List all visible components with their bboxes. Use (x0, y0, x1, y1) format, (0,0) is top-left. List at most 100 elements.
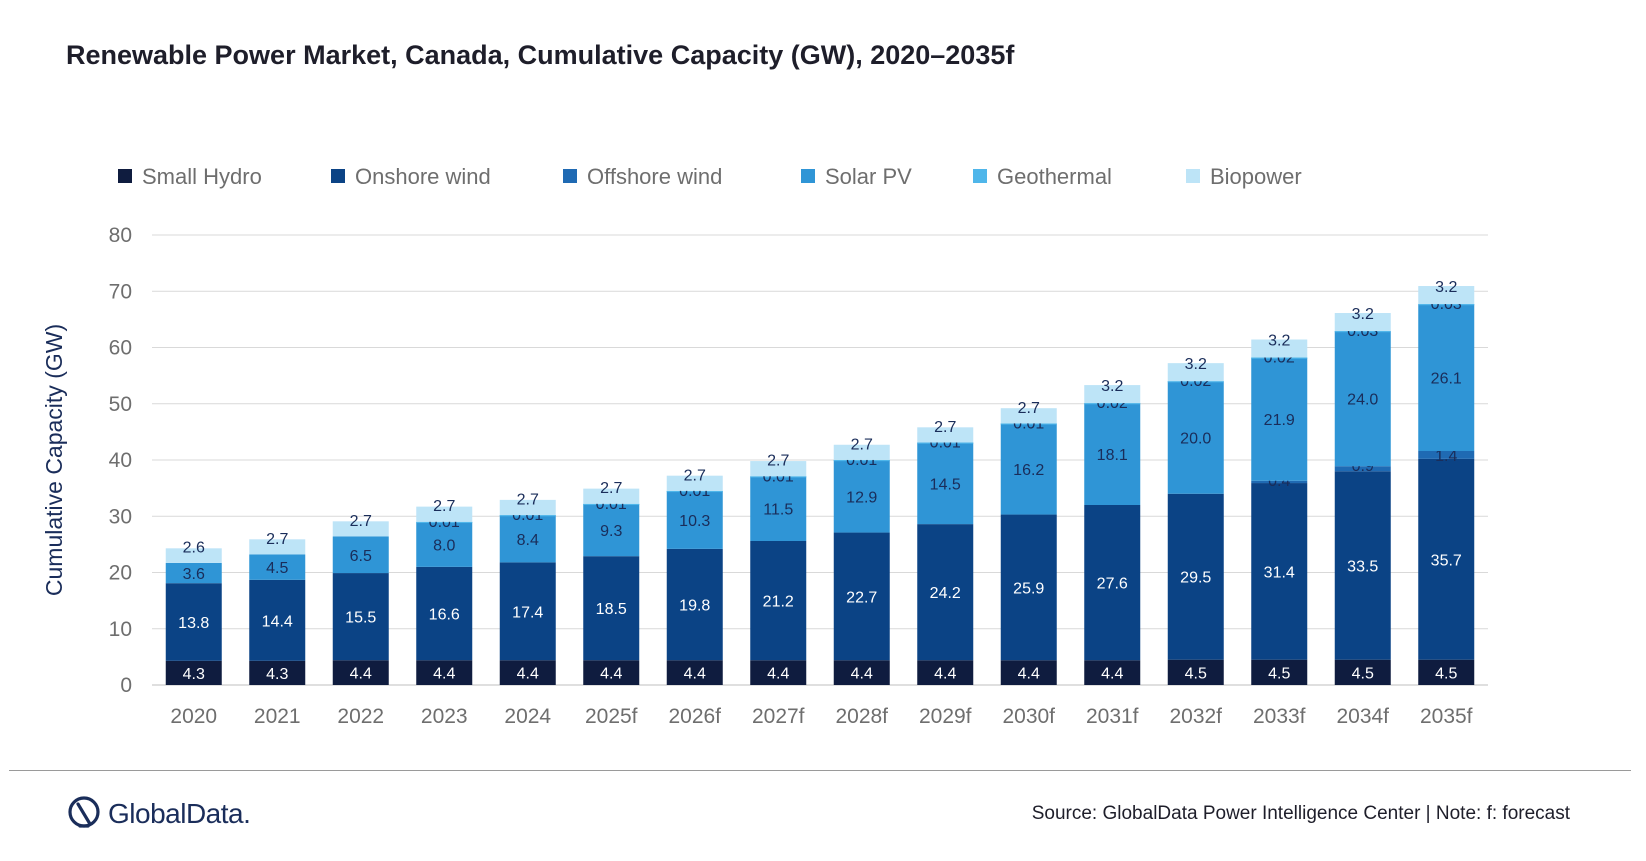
bar-solar-pv (1334, 331, 1391, 467)
bar-onshore-wind (833, 532, 890, 661)
data-label: 14.5 (930, 476, 961, 493)
data-label: 2.7 (1018, 400, 1040, 417)
bar-small-hydro (249, 660, 306, 685)
data-label: 3.2 (1352, 306, 1374, 323)
y-tick-label: 70 (109, 280, 132, 303)
data-label: 2.7 (433, 498, 455, 515)
bar-small-hydro (416, 660, 473, 685)
y-tick-label: 80 (109, 224, 132, 247)
logo-text: GlobalData. (108, 798, 251, 829)
data-label: 35.7 (1431, 552, 1462, 569)
y-axis-label: Cumulative Capacity (GW) (41, 324, 67, 596)
bar-onshore-wind (499, 562, 556, 661)
bar-biopower (1418, 286, 1475, 305)
legend-label: Biopower (1210, 164, 1302, 189)
data-label: 3.2 (1268, 333, 1290, 350)
bar-solar-pv (750, 476, 807, 541)
source-note: Source: GlobalData Power Intelligence Ce… (1031, 803, 1570, 824)
bar-solar-pv (833, 460, 890, 533)
x-tick-label: 2024 (504, 705, 551, 728)
bar-solar-pv (165, 562, 222, 584)
legend-label: Geothermal (997, 164, 1112, 189)
bar-geothermal (1251, 357, 1308, 359)
bar-offshore-wind (1251, 480, 1308, 484)
data-label: 8.4 (517, 532, 539, 549)
data-label: 8.0 (433, 537, 455, 554)
bar-biopower (1334, 313, 1391, 332)
data-label: 19.8 (679, 598, 710, 615)
bar-geothermal (750, 476, 807, 478)
x-tick-label: 2025f (585, 705, 638, 728)
bar-geothermal (1334, 331, 1391, 333)
stacked-bar-chart: 0 10 20 30 40 50 60 70 80 Cumulative Capacity (GW… (41, 164, 1488, 728)
legend-swatch (118, 169, 132, 183)
bar-small-hydro (1084, 660, 1141, 685)
y-tick-label: 60 (109, 337, 132, 360)
bar-biopower (1251, 339, 1308, 358)
x-tick-label: 2026f (668, 705, 721, 728)
data-label: 4.5 (1268, 665, 1290, 682)
legend-label: Onshore wind (355, 164, 491, 189)
data-label: 11.5 (763, 502, 793, 519)
bar-offshore-wind (1418, 451, 1475, 459)
bar-biopower (416, 506, 473, 522)
bar-solar-pv (1000, 423, 1057, 515)
data-label: 27.6 (1097, 576, 1128, 593)
x-tick-label: 2033f (1253, 705, 1306, 728)
data-label: 15.5 (345, 610, 376, 627)
x-tick-label: 2022 (337, 705, 384, 728)
bar-onshore-wind (1167, 493, 1224, 660)
bar-solar-pv (499, 515, 556, 563)
data-label: 2.7 (350, 513, 372, 530)
x-tick-label: 2032f (1169, 705, 1222, 728)
data-label: 4.4 (600, 666, 622, 683)
bar-solar-pv (416, 521, 473, 567)
data-label: 31.4 (1264, 564, 1295, 581)
bar-small-hydro (1000, 660, 1057, 685)
data-label: 24.2 (930, 585, 961, 602)
x-tick-label: 2031f (1086, 705, 1139, 728)
bar-biopower (583, 488, 640, 504)
data-label: 3.2 (1435, 279, 1457, 296)
bar-solar-pv (1251, 357, 1308, 481)
bar-onshore-wind (666, 548, 723, 661)
bar-solar-pv (332, 536, 389, 574)
bar-small-hydro (1334, 659, 1391, 685)
bar-solar-pv (917, 442, 974, 525)
data-label: 24.0 (1347, 392, 1378, 409)
bar-geothermal (583, 503, 640, 506)
bar-offshore-wind (1334, 466, 1391, 472)
x-tick-label: 2021 (254, 705, 301, 728)
bar-small-hydro (1418, 659, 1475, 685)
data-label: 20.0 (1180, 431, 1211, 448)
bar-geothermal (1000, 423, 1057, 425)
bar-biopower (917, 427, 974, 443)
bar-onshore-wind (917, 524, 974, 661)
data-label: 4.4 (1018, 666, 1040, 683)
bar-onshore-wind (416, 566, 473, 661)
bar-geothermal (1167, 381, 1224, 383)
legend-swatch (563, 169, 577, 183)
data-label: 29.5 (1180, 570, 1211, 587)
x-tick-label: 2020 (170, 705, 217, 728)
data-label: 4.5 (1185, 665, 1207, 682)
bar-solar-pv (249, 554, 306, 580)
bar-small-hydro (165, 660, 222, 685)
bar-biopower (1167, 363, 1224, 382)
bar-geothermal (666, 490, 723, 493)
bar-geothermal (1084, 403, 1141, 405)
legend-swatch (331, 169, 345, 183)
y-tick-label: 20 (109, 562, 132, 585)
data-label: 2.7 (266, 531, 288, 548)
bar-small-hydro (750, 660, 807, 685)
data-label: 2.7 (934, 419, 956, 436)
bar-small-hydro (1251, 659, 1308, 685)
bar-biopower (165, 548, 222, 563)
data-label: 4.5 (266, 560, 288, 577)
bar-onshore-wind (1251, 483, 1308, 660)
data-label: 1.4 (1435, 448, 1457, 465)
bar-onshore-wind (1000, 514, 1057, 661)
x-tick-label: 2027f (752, 705, 805, 728)
x-tick-label: 2035f (1420, 705, 1473, 728)
data-label: 2.6 (183, 540, 205, 557)
